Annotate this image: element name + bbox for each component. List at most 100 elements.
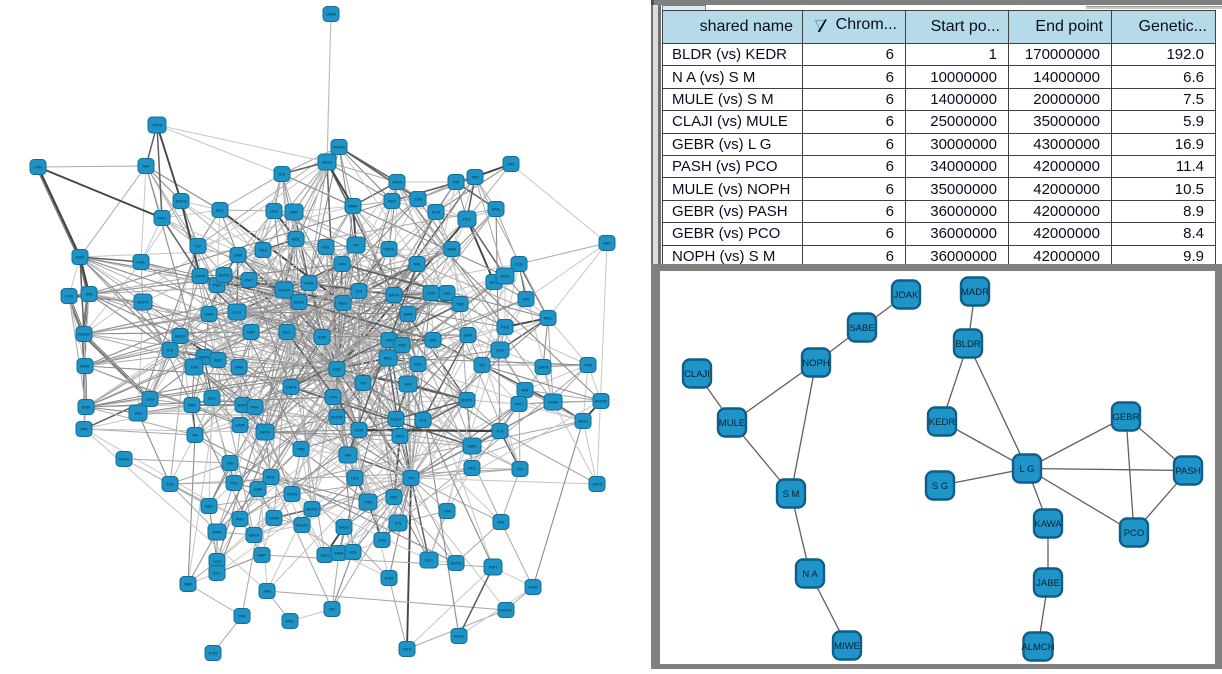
svg-text:I RN: I RN: [364, 500, 372, 505]
svg-text:JABE: JABE: [1036, 577, 1060, 588]
svg-text:GAR: GAR: [468, 444, 477, 449]
svg-text:CAPS: CAPS: [195, 274, 206, 279]
svg-text:I RN: I RN: [338, 262, 346, 267]
svg-text:VIN: VIN: [345, 453, 352, 458]
svg-text:BIGU: BIGU: [454, 634, 464, 639]
svg-text:PES: PES: [501, 325, 509, 330]
svg-text:NAP: NAP: [184, 582, 193, 587]
svg-text:PW I: PW I: [251, 405, 260, 410]
svg-text:CAPS: CAPS: [384, 247, 395, 252]
svg-text:I RN: I RN: [584, 363, 592, 368]
svg-text:KED: KED: [339, 301, 347, 306]
svg-text:S M: S M: [783, 488, 800, 499]
svg-text:LEG: LEG: [349, 550, 357, 555]
svg-text:BGPS: BGPS: [306, 507, 317, 512]
svg-text:UWR: UWR: [548, 400, 558, 405]
svg-text:NAP: NAP: [188, 403, 197, 408]
svg-text:CAPS: CAPS: [152, 123, 163, 128]
svg-text:TRE: TRE: [238, 614, 246, 619]
svg-text:PW I: PW I: [236, 517, 245, 522]
svg-text:LEG: LEG: [233, 310, 241, 315]
svg-text:PW I: PW I: [158, 216, 167, 221]
svg-text:MAR: MAR: [349, 204, 358, 209]
svg-text:JUN: JUN: [378, 538, 386, 543]
svg-text:CAPS: CAPS: [286, 385, 297, 390]
svg-text:PES: PES: [463, 217, 471, 222]
svg-text:TIV: TIV: [360, 381, 367, 386]
svg-text:MAR: MAR: [448, 247, 457, 252]
svg-text:JAS: JAS: [263, 589, 271, 594]
svg-text:JAS: JAS: [443, 291, 451, 296]
svg-text:PES: PES: [414, 362, 422, 367]
svg-text:UWR: UWR: [326, 12, 336, 17]
svg-text:SOR: SOR: [501, 274, 510, 279]
svg-text:NIN: NIN: [414, 262, 421, 267]
svg-text:SOR: SOR: [209, 651, 218, 656]
svg-text:TRE: TRE: [297, 447, 305, 452]
svg-text:MAR: MAR: [213, 530, 222, 535]
svg-text:NATA: NATA: [199, 355, 209, 360]
svg-text:JAS: JAS: [226, 461, 234, 466]
svg-text:JUN: JUN: [427, 291, 435, 296]
svg-text:BIGU: BIGU: [322, 160, 332, 165]
svg-text:MULE: MULE: [719, 417, 745, 428]
svg-text:RGUR: RGUR: [296, 523, 308, 528]
svg-text:KED: KED: [396, 434, 404, 439]
svg-text:HOL: HOL: [322, 245, 331, 250]
svg-text:PW I: PW I: [213, 283, 222, 288]
svg-text:S N: S N: [420, 418, 427, 423]
svg-text:JAS: JAS: [134, 411, 142, 416]
svg-text:JUN: JUN: [190, 365, 198, 370]
svg-text:TRE: TRE: [456, 302, 464, 307]
svg-text:MOL: MOL: [267, 475, 276, 480]
svg-text:NIN: NIN: [391, 495, 398, 500]
svg-text:NATA: NATA: [249, 533, 259, 538]
svg-text:N A: N A: [802, 568, 818, 579]
svg-text:UWR: UWR: [235, 423, 245, 428]
svg-text:KED: KED: [388, 199, 396, 204]
svg-text:PES: PES: [403, 647, 411, 652]
svg-text:MAR: MAR: [81, 364, 90, 369]
svg-text:GAR: GAR: [464, 333, 473, 338]
svg-text:BLC: BLC: [283, 330, 291, 335]
svg-text:CAPS: CAPS: [287, 492, 298, 497]
svg-text:NOPH: NOPH: [802, 357, 830, 368]
svg-text:VIN: VIN: [329, 607, 336, 612]
svg-text:UWR: UWR: [304, 281, 314, 286]
svg-text:LEG: LEG: [270, 209, 278, 214]
svg-text:MADR: MADR: [961, 286, 989, 297]
svg-text:VIN: VIN: [523, 297, 530, 302]
svg-text:NATA: NATA: [119, 457, 129, 462]
svg-text:S N: S N: [167, 348, 174, 353]
svg-text:TRE: TRE: [80, 427, 88, 432]
svg-text:KED: KED: [214, 358, 222, 363]
svg-text:BGPS: BGPS: [461, 398, 472, 403]
svg-text:I RN: I RN: [443, 509, 451, 514]
svg-text:VIN: VIN: [192, 433, 199, 438]
svg-text:PASH: PASH: [1175, 465, 1200, 476]
svg-text:SOR: SOR: [318, 335, 327, 340]
svg-text:NAP: NAP: [603, 241, 612, 246]
svg-text:JUN: JUN: [166, 482, 174, 487]
svg-text:UWR: UWR: [204, 312, 214, 317]
svg-text:PES: PES: [259, 248, 267, 253]
svg-text:HOL: HOL: [496, 348, 505, 353]
svg-text:BLC: BLC: [213, 571, 221, 576]
svg-text:KAWA: KAWA: [1034, 518, 1062, 529]
svg-text:ALMCH: ALMCH: [1021, 641, 1054, 652]
svg-text:SOR: SOR: [385, 576, 394, 581]
svg-text:BIGU: BIGU: [391, 417, 401, 422]
svg-text:NAP: NAP: [258, 553, 267, 558]
svg-text:KEDR: KEDR: [929, 416, 956, 427]
svg-text:TRE: TRE: [471, 175, 479, 180]
svg-text:GAR: GAR: [235, 365, 244, 370]
svg-text:JUN: JUN: [355, 428, 363, 433]
svg-text:SOR: SOR: [82, 405, 91, 410]
svg-text:PCO: PCO: [1124, 527, 1145, 538]
svg-text:I RN: I RN: [329, 395, 337, 400]
svg-text:BGPS: BGPS: [237, 403, 248, 408]
svg-text:BLC: BLC: [425, 558, 433, 563]
svg-text:BGPS: BGPS: [450, 561, 461, 566]
svg-text:BIGU: BIGU: [294, 300, 304, 305]
svg-text:BLC: BLC: [216, 208, 224, 213]
